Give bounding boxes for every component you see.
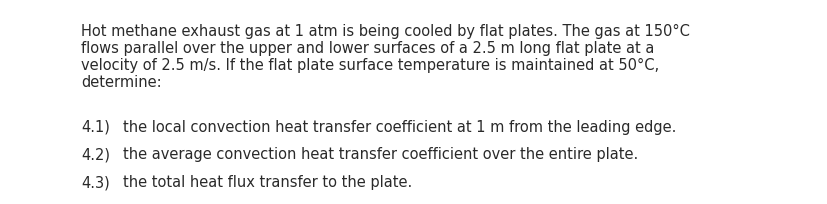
Text: 4.3): 4.3) <box>81 175 110 190</box>
Text: the average convection heat transfer coefficient over the entire plate.: the average convection heat transfer coe… <box>122 147 637 163</box>
Text: flows parallel over the upper and lower surfaces of a 2.5 m long flat plate at a: flows parallel over the upper and lower … <box>81 41 653 56</box>
Text: the total heat flux transfer to the plate.: the total heat flux transfer to the plat… <box>122 175 411 190</box>
Text: velocity of 2.5 m/s. If the flat plate surface temperature is maintained at 50°C: velocity of 2.5 m/s. If the flat plate s… <box>81 58 658 73</box>
Text: 4.1): 4.1) <box>81 120 110 135</box>
Text: determine:: determine: <box>81 75 161 90</box>
Text: the local convection heat transfer coefficient at 1 m from the leading edge.: the local convection heat transfer coeff… <box>122 120 675 135</box>
Text: Hot methane exhaust gas at 1 atm is being cooled by flat plates. The gas at 150°: Hot methane exhaust gas at 1 atm is bein… <box>81 24 689 40</box>
Text: 4.2): 4.2) <box>81 147 110 163</box>
